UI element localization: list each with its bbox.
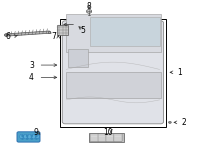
Text: 2: 2: [181, 118, 186, 127]
Polygon shape: [7, 31, 51, 36]
Ellipse shape: [32, 134, 35, 139]
Ellipse shape: [20, 134, 23, 139]
Ellipse shape: [36, 134, 39, 139]
Text: 7: 7: [51, 32, 56, 41]
Polygon shape: [68, 49, 88, 66]
Text: 9: 9: [33, 128, 38, 137]
Circle shape: [27, 138, 28, 139]
FancyBboxPatch shape: [106, 134, 114, 141]
Circle shape: [36, 135, 37, 136]
Circle shape: [4, 34, 8, 36]
Bar: [66, 14, 161, 52]
FancyBboxPatch shape: [17, 132, 40, 142]
Bar: [90, 17, 160, 46]
Circle shape: [31, 138, 32, 139]
FancyBboxPatch shape: [98, 134, 106, 141]
Bar: [48, 31, 50, 33]
Bar: [89, 133, 124, 142]
Circle shape: [36, 138, 37, 139]
FancyBboxPatch shape: [90, 134, 98, 141]
Text: 4: 4: [29, 73, 34, 82]
Bar: [57, 25, 68, 35]
Ellipse shape: [24, 134, 27, 139]
Text: 1: 1: [177, 68, 182, 77]
Circle shape: [169, 121, 171, 123]
Ellipse shape: [28, 134, 31, 139]
Text: 10: 10: [103, 128, 113, 137]
Bar: [60, 19, 166, 127]
FancyBboxPatch shape: [114, 134, 122, 141]
Text: 6: 6: [5, 32, 10, 41]
Circle shape: [22, 135, 23, 136]
FancyBboxPatch shape: [62, 21, 164, 124]
Circle shape: [86, 10, 92, 13]
Text: 5: 5: [81, 26, 86, 35]
Circle shape: [27, 135, 28, 136]
Text: 3: 3: [29, 61, 34, 70]
Circle shape: [31, 135, 32, 136]
Circle shape: [22, 138, 23, 139]
Bar: [66, 72, 161, 98]
Text: 8: 8: [87, 2, 91, 11]
